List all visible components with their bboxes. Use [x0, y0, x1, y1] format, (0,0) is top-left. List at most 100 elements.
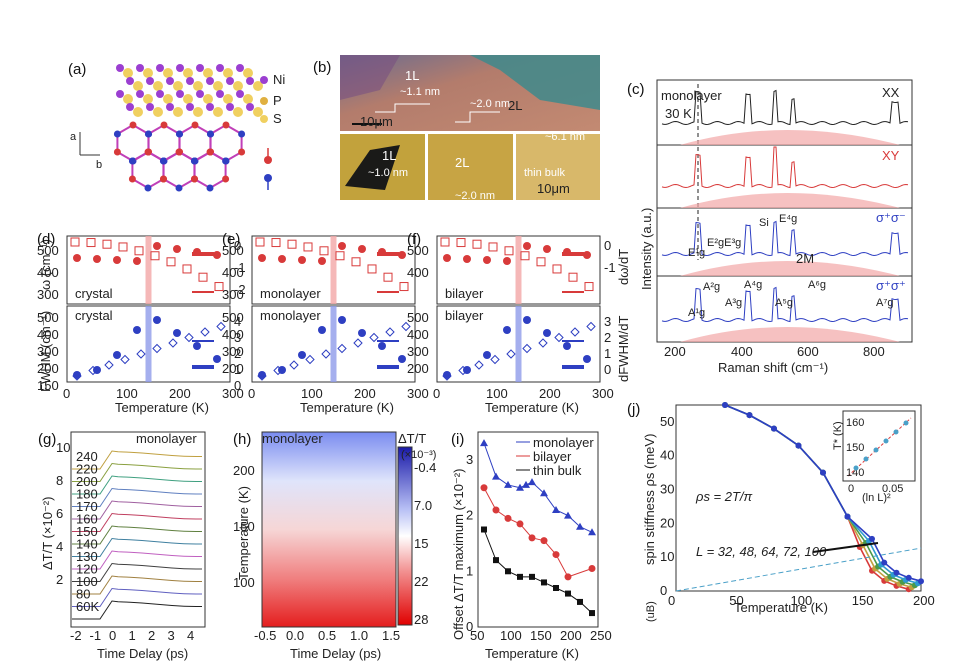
- i-point: [492, 506, 500, 514]
- i-ytick: 1: [466, 563, 473, 578]
- dfwhm-marker: [93, 366, 101, 374]
- dfwhm-marker: [113, 351, 121, 359]
- pol-xx: XX: [882, 85, 900, 100]
- j-point: [722, 402, 728, 408]
- ni-atom: [116, 64, 124, 72]
- i-point: [564, 573, 572, 581]
- legend-thin-bulk: thin bulk: [533, 463, 582, 478]
- b-profile-1: [375, 103, 430, 113]
- c-note-temp: 30 K: [665, 106, 692, 121]
- i-point: [522, 480, 530, 488]
- omega-marker: [102, 239, 112, 249]
- j-ytick: 40: [660, 448, 674, 463]
- def-xtick: 200: [354, 386, 376, 401]
- h-ytick: 100: [233, 575, 255, 590]
- legend-ni: Ni: [273, 72, 285, 87]
- j-ylabel: spin stiffness ρs (meV): [642, 434, 657, 565]
- dfwhm-marker: [443, 371, 451, 379]
- def-xtick: 100: [486, 386, 508, 401]
- honeycomb-hex: [131, 150, 165, 190]
- i-point: [564, 511, 572, 519]
- def-ytick-top: 500: [407, 243, 429, 258]
- def-rlabel-bottom: dFWHM/dT: [616, 316, 631, 383]
- ni-atom: [166, 77, 174, 85]
- honeycomb-hex: [162, 150, 196, 190]
- g-xtick: 2: [148, 628, 155, 643]
- s-atom: [193, 81, 203, 91]
- def-panel-label: (e): [222, 231, 240, 248]
- ni-atom: [216, 90, 224, 98]
- raman-trace: [661, 89, 909, 126]
- dfwhm-marker: [153, 316, 161, 324]
- domega-marker: [298, 256, 306, 264]
- flake-1l: [345, 145, 400, 190]
- honeycomb-hex: [193, 150, 227, 190]
- temp-label: 200: [76, 474, 98, 489]
- s-atom: [123, 68, 133, 78]
- trace-150: [72, 525, 202, 545]
- honeycomb-hex: [116, 123, 150, 163]
- dfwhm-marker: [173, 329, 181, 337]
- fwhm-marker: [474, 360, 484, 370]
- peak-2m: 2M: [796, 251, 814, 266]
- thin-region: [340, 55, 400, 100]
- g-xlabel: Time Delay (ps): [97, 646, 188, 661]
- b-scale-bottom: 10μm: [537, 181, 570, 196]
- ni-atom: [186, 103, 194, 111]
- s-atom: [123, 94, 133, 104]
- i-ytick: 2: [466, 508, 473, 523]
- j-unit: (uB): [645, 601, 657, 622]
- j-point: [881, 559, 888, 566]
- omega-marker: [520, 251, 530, 261]
- fwhm-marker: [200, 327, 210, 337]
- peak-ag5: A⁵g: [775, 297, 793, 309]
- s-atom: [233, 107, 243, 117]
- fwhm-marker: [522, 343, 532, 354]
- fwhm-marker: [136, 349, 146, 359]
- domega-marker: [543, 245, 551, 253]
- def-ytick-bottom: 400: [222, 327, 244, 342]
- ni-legend-dot: [260, 76, 268, 84]
- cbar-unit: (×10⁻³): [401, 449, 436, 461]
- two-magnon-hump: [680, 193, 900, 208]
- omega-marker: [552, 264, 562, 274]
- j-pointer-arrow: [812, 542, 879, 553]
- spin-site: [113, 130, 121, 138]
- j-xtick: 200: [913, 593, 935, 608]
- panel-j-label: (j): [627, 401, 640, 418]
- tc-band-top: [145, 236, 152, 304]
- inset-point: [853, 465, 859, 471]
- i-point: [552, 551, 560, 559]
- def-name-top: bilayer: [445, 286, 484, 301]
- domega-marker: [483, 256, 491, 264]
- i-xtick: 150: [530, 628, 552, 643]
- omega-marker: [214, 282, 224, 292]
- raman-trace: [661, 220, 909, 257]
- i-point: [480, 484, 488, 492]
- i-xtick: 250: [590, 628, 612, 643]
- b-height-5: ~6.1 nm: [545, 131, 585, 143]
- raman-trace: [661, 286, 909, 323]
- bilayer-region: [470, 55, 600, 110]
- c-xlabel: Raman shift (cm⁻¹): [718, 360, 828, 375]
- omega-marker: [287, 239, 297, 249]
- spin-site: [238, 148, 246, 156]
- i-point: [553, 585, 559, 591]
- spin-site: [222, 121, 230, 129]
- def-ytick-bottom: 500: [222, 310, 244, 325]
- def-xtick: 0: [63, 386, 70, 401]
- j-frame: [675, 404, 922, 592]
- temp-label: 240: [76, 449, 98, 464]
- c-note-monolayer: monolayer: [661, 88, 722, 103]
- peak-ag2: A²g: [703, 281, 720, 293]
- inset-xtick: 0: [848, 483, 854, 495]
- i-point: [504, 514, 512, 522]
- j-xtick: 100: [791, 593, 813, 608]
- fwhm-marker: [321, 349, 331, 359]
- spin-site: [175, 148, 183, 156]
- domega-marker: [93, 255, 101, 263]
- temp-label: 220: [76, 462, 98, 477]
- fwhm-marker: [401, 321, 411, 332]
- def-ytick-bottom: 400: [37, 327, 59, 342]
